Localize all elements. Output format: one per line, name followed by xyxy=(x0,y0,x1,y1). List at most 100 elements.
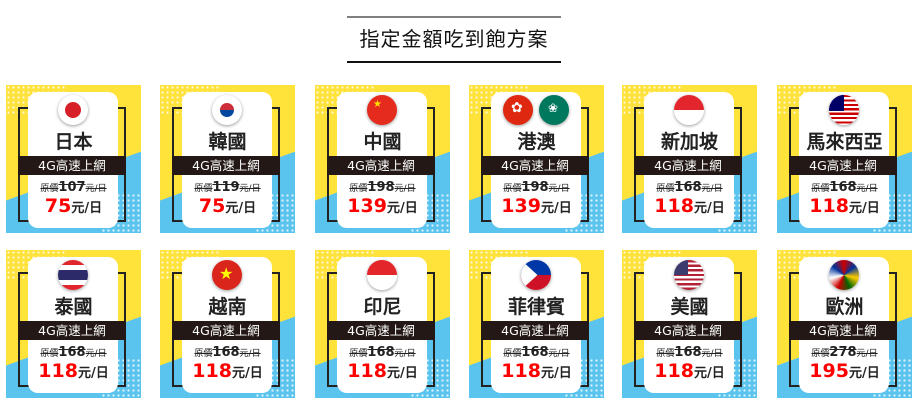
sale-price: 139元/日 xyxy=(315,195,450,217)
page-title: 指定金額吃到飽方案 xyxy=(359,27,549,51)
plan-card[interactable]: 新加坡 4G高速上網 原價168元/日 118元/日 xyxy=(622,85,757,233)
plan-card[interactable]: ✿ ❀ 港澳 4G高速上網 原價198元/日 139元/日 xyxy=(469,85,604,233)
orig-prefix: 原價 xyxy=(40,349,59,359)
original-price: 原價119元/日 xyxy=(160,180,295,195)
malaysia-flag-icon xyxy=(829,95,859,125)
singapore-flag-icon xyxy=(674,95,704,125)
region-name: 美國 xyxy=(670,296,709,318)
sale-price: 118元/日 xyxy=(469,360,604,382)
speed-band: 4G高速上網 xyxy=(18,321,126,340)
price-unit: 元/日 xyxy=(386,201,418,216)
speed-band: 4G高速上網 xyxy=(634,156,742,175)
original-price: 原價168元/日 xyxy=(777,180,912,195)
price-unit: 元/日 xyxy=(386,366,418,381)
original-price: 原價168元/日 xyxy=(315,345,450,360)
speed-band: 4G高速上網 xyxy=(789,321,897,340)
korea-flag-icon xyxy=(212,95,242,125)
price-unit: 元/日 xyxy=(693,366,725,381)
sale-price: 118元/日 xyxy=(622,360,757,382)
price-unit: 元/日 xyxy=(71,201,103,216)
sale-price: 139元/日 xyxy=(469,195,604,217)
plan-card[interactable]: 菲律賓 4G高速上網 原價168元/日 118元/日 xyxy=(469,250,604,398)
plan-card[interactable]: 馬來西亞 4G高速上網 原價168元/日 118元/日 xyxy=(777,85,912,233)
japan-flag-icon xyxy=(58,95,88,125)
price-value: 118 xyxy=(654,195,694,217)
orig-unit: 元/日 xyxy=(85,184,107,194)
orig-value: 168 xyxy=(521,345,549,360)
region-name: 港澳 xyxy=(517,131,556,153)
orig-unit: 元/日 xyxy=(856,184,878,194)
speed-band: 4G高速上網 xyxy=(634,321,742,340)
orig-unit: 元/日 xyxy=(701,349,723,359)
europe-flags-icon xyxy=(829,260,859,290)
price-unit: 元/日 xyxy=(693,201,725,216)
price-value: 195 xyxy=(809,360,849,382)
region-name: 越南 xyxy=(208,296,247,318)
original-price: 原價107元/日 xyxy=(6,180,141,195)
orig-value: 119 xyxy=(212,180,240,195)
original-price: 原價168元/日 xyxy=(469,345,604,360)
orig-prefix: 原價 xyxy=(194,184,213,194)
price-value: 118 xyxy=(501,360,541,382)
orig-value: 168 xyxy=(829,180,857,195)
original-price: 原價168元/日 xyxy=(622,345,757,360)
plan-card[interactable]: ★ 中國 4G高速上網 原價198元/日 139元/日 xyxy=(315,85,450,233)
plan-card[interactable]: 美國 4G高速上網 原價168元/日 118元/日 xyxy=(622,250,757,398)
philippines-flag-icon xyxy=(521,260,551,290)
price-unit: 元/日 xyxy=(848,201,880,216)
price-unit: 元/日 xyxy=(231,366,263,381)
plan-card[interactable]: 印尼 4G高速上網 原價168元/日 118元/日 xyxy=(315,250,450,398)
orig-value: 168 xyxy=(674,180,702,195)
sale-price: 118元/日 xyxy=(777,195,912,217)
orig-unit: 元/日 xyxy=(239,184,261,194)
original-price: 原價278元/日 xyxy=(777,345,912,360)
price-value: 118 xyxy=(654,360,694,382)
sale-price: 195元/日 xyxy=(777,360,912,382)
price-unit: 元/日 xyxy=(77,366,109,381)
region-name: 新加坡 xyxy=(660,131,718,153)
orig-prefix: 原價 xyxy=(811,349,830,359)
price-unit: 元/日 xyxy=(848,366,880,381)
price-value: 75 xyxy=(198,195,226,217)
china-flag-icon: ★ xyxy=(367,95,397,125)
plan-card[interactable]: ★ 越南 4G高速上網 原價168元/日 118元/日 xyxy=(160,250,295,398)
price-value: 118 xyxy=(809,195,849,217)
orig-unit: 元/日 xyxy=(548,349,570,359)
macau-flag-icon: ❀ xyxy=(539,95,569,125)
orig-prefix: 原價 xyxy=(40,184,59,194)
price-value: 118 xyxy=(192,360,232,382)
plan-card[interactable]: 韓國 4G高速上網 原價119元/日 75 元/日 xyxy=(160,85,295,233)
vietnam-flag-icon: ★ xyxy=(212,260,242,290)
price-value: 139 xyxy=(347,195,387,217)
plan-card[interactable]: 日本 4G高速上網 原價107元/日 75元/日 xyxy=(6,85,141,233)
orig-value: 168 xyxy=(367,345,395,360)
orig-prefix: 原價 xyxy=(656,184,675,194)
region-name: 韓國 xyxy=(208,131,247,153)
orig-value: 107 xyxy=(58,180,86,195)
orig-value: 168 xyxy=(212,345,240,360)
plan-card[interactable]: 泰國 4G高速上網 原價168元/日 118元/日 xyxy=(6,250,141,398)
plan-card[interactable]: 歐洲 4G高速上網 原價278元/日 195元/日 xyxy=(777,250,912,398)
orig-value: 168 xyxy=(674,345,702,360)
original-price: 原價168元/日 xyxy=(160,345,295,360)
orig-prefix: 原價 xyxy=(349,184,368,194)
price-value: 75 xyxy=(44,195,72,217)
price-unit: 元/日 xyxy=(540,366,572,381)
sale-price: 118元/日 xyxy=(160,360,295,382)
price-value: 118 xyxy=(347,360,387,382)
speed-band: 4G高速上網 xyxy=(172,156,280,175)
original-price: 原價198元/日 xyxy=(315,180,450,195)
sale-price: 75元/日 xyxy=(6,195,141,217)
speed-band: 4G高速上網 xyxy=(789,156,897,175)
region-name: 泰國 xyxy=(54,296,93,318)
region-name: 日本 xyxy=(54,131,93,153)
thailand-flag-icon xyxy=(58,260,88,290)
orig-prefix: 原價 xyxy=(194,349,213,359)
price-value: 139 xyxy=(501,195,541,217)
orig-unit: 元/日 xyxy=(394,349,416,359)
speed-band: 4G高速上網 xyxy=(481,156,589,175)
speed-band: 4G高速上網 xyxy=(327,321,435,340)
speed-band: 4G高速上網 xyxy=(327,156,435,175)
region-name: 菲律賓 xyxy=(507,296,565,318)
indonesia-flag-icon xyxy=(367,260,397,290)
